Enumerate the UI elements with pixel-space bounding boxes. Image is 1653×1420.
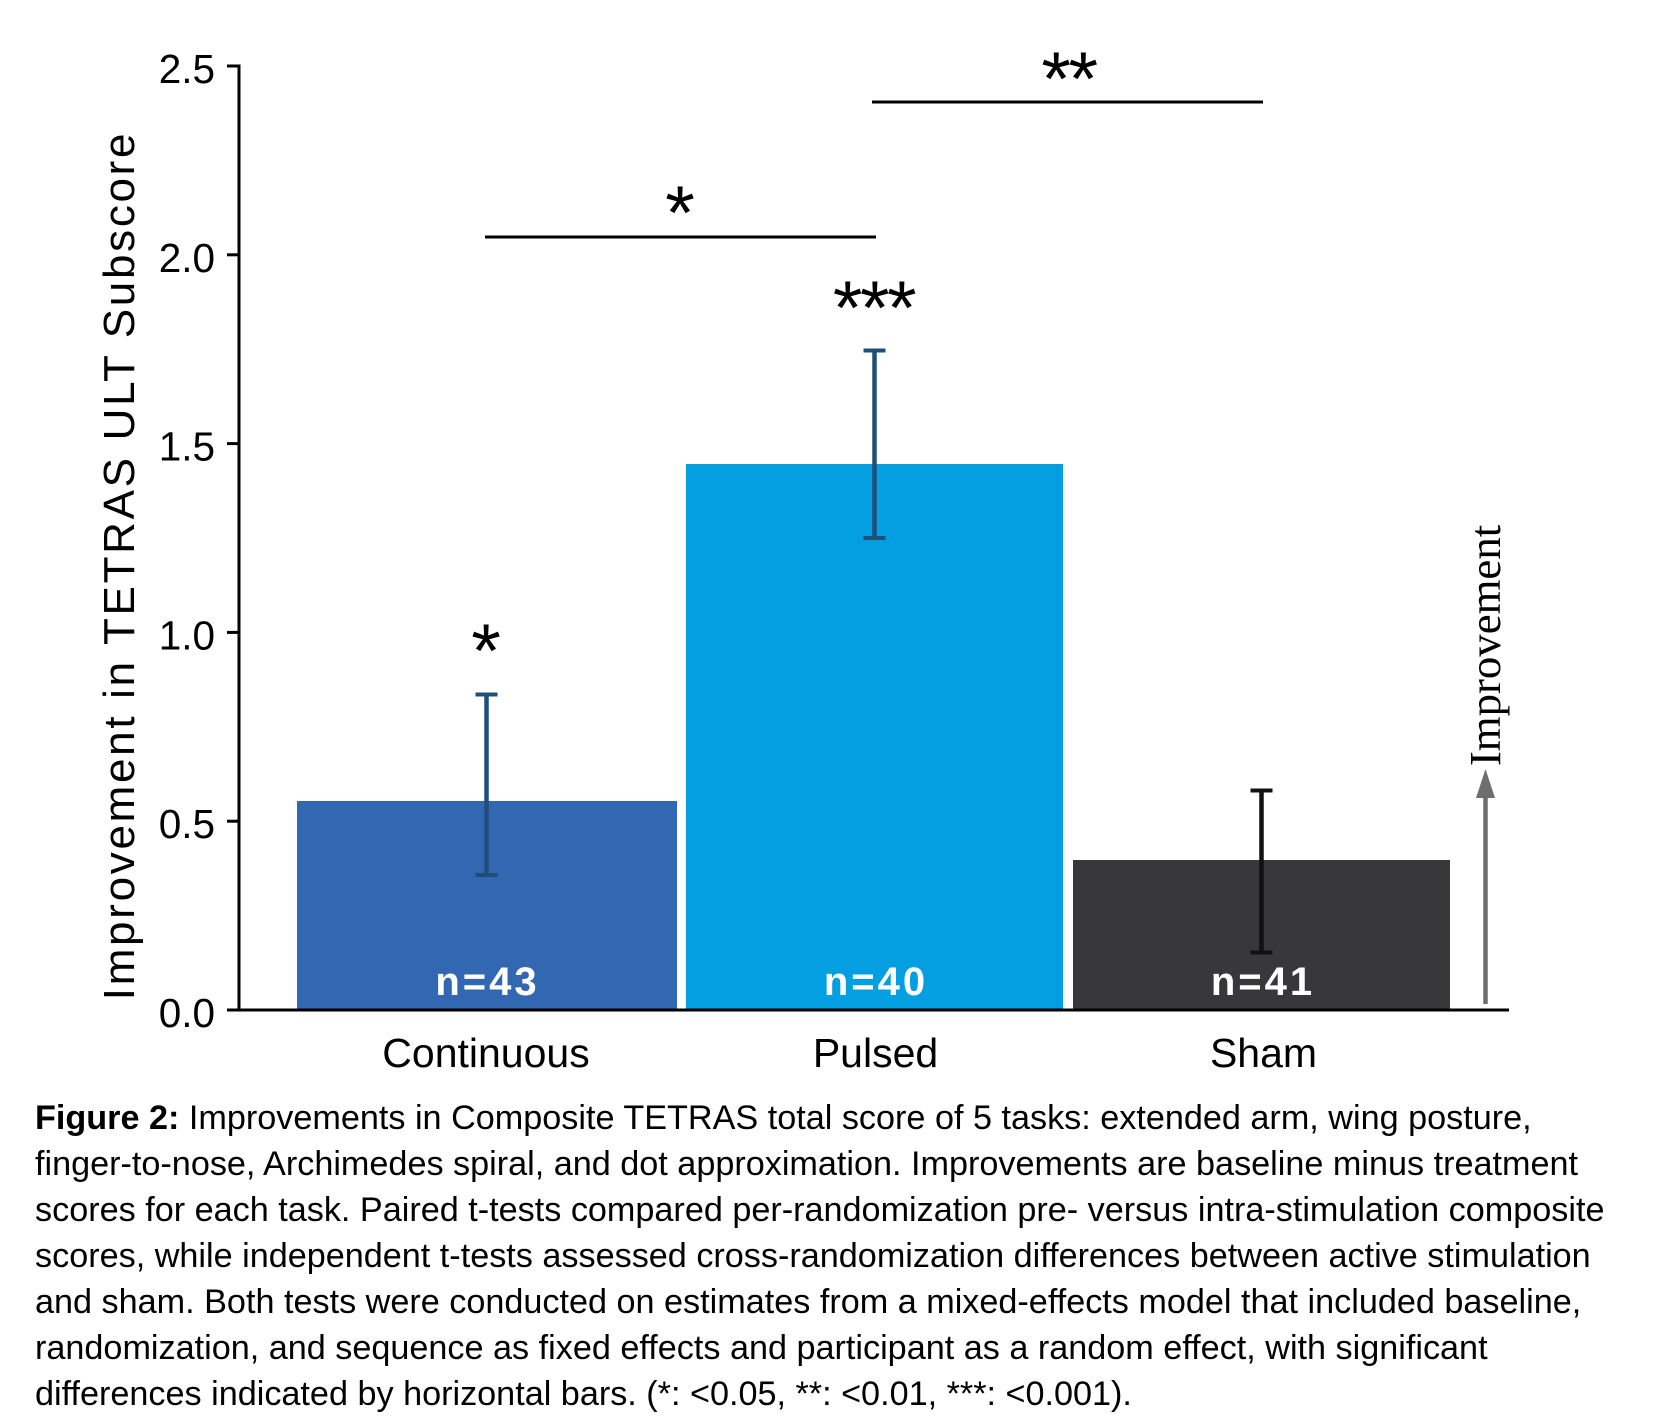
svg-text:Pulsed: Pulsed — [813, 1030, 938, 1076]
svg-text:n=41: n=41 — [1211, 960, 1315, 1004]
svg-text:***: *** — [833, 266, 916, 351]
svg-text:Continuous: Continuous — [382, 1030, 589, 1076]
svg-text:n=43: n=43 — [435, 960, 539, 1004]
svg-text:0.5: 0.5 — [159, 801, 215, 847]
svg-text:2.0: 2.0 — [159, 235, 215, 281]
svg-text:Improvement in TETRAS ULT Subs: Improvement in TETRAS ULT Subscore — [95, 131, 144, 1000]
svg-text:**: ** — [1041, 37, 1097, 122]
svg-text:1.5: 1.5 — [159, 424, 215, 470]
svg-text:0.0: 0.0 — [159, 990, 215, 1036]
svg-text:1.0: 1.0 — [159, 612, 215, 658]
svg-text:*: * — [665, 171, 695, 256]
svg-text:2.5: 2.5 — [159, 46, 215, 92]
svg-text:*: * — [471, 609, 501, 694]
svg-text:Sham: Sham — [1210, 1030, 1317, 1076]
svg-text:Improvement: Improvement — [1460, 524, 1510, 766]
svg-text:n=40: n=40 — [824, 960, 928, 1004]
